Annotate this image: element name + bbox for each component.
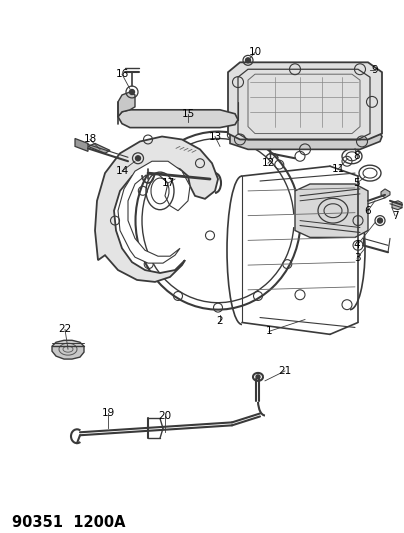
Polygon shape: [95, 136, 218, 282]
Text: 3: 3: [354, 253, 360, 263]
Text: 21: 21: [278, 366, 292, 376]
Text: 18: 18: [83, 134, 97, 144]
Text: 11: 11: [331, 164, 345, 174]
Polygon shape: [118, 161, 190, 263]
Text: 17: 17: [161, 178, 175, 188]
Text: 19: 19: [101, 408, 115, 418]
Circle shape: [377, 218, 383, 223]
Polygon shape: [75, 139, 88, 151]
Circle shape: [246, 58, 250, 63]
Text: 16: 16: [116, 69, 128, 79]
Text: 4: 4: [354, 240, 360, 251]
Text: 1: 1: [266, 326, 272, 336]
Text: 2: 2: [217, 317, 223, 327]
Polygon shape: [88, 143, 110, 154]
Text: 13: 13: [208, 132, 222, 141]
Text: 9: 9: [372, 65, 378, 75]
Polygon shape: [295, 184, 368, 237]
Text: 14: 14: [116, 166, 128, 176]
Text: 5: 5: [354, 178, 360, 188]
Text: 20: 20: [158, 411, 172, 422]
Text: 8: 8: [354, 151, 360, 161]
Text: 22: 22: [58, 325, 72, 334]
Polygon shape: [230, 134, 382, 149]
Polygon shape: [381, 189, 390, 198]
Text: 90351  1200A: 90351 1200A: [12, 515, 126, 530]
Circle shape: [130, 90, 135, 94]
Text: 7: 7: [392, 211, 398, 221]
Text: 12: 12: [261, 158, 275, 168]
Polygon shape: [228, 62, 382, 140]
Text: 10: 10: [248, 47, 261, 58]
Text: 6: 6: [365, 206, 371, 216]
Polygon shape: [118, 110, 238, 127]
Polygon shape: [392, 201, 402, 209]
Polygon shape: [118, 92, 135, 117]
Text: 15: 15: [181, 109, 195, 119]
Circle shape: [256, 375, 260, 379]
Polygon shape: [52, 340, 84, 359]
Circle shape: [135, 156, 141, 161]
